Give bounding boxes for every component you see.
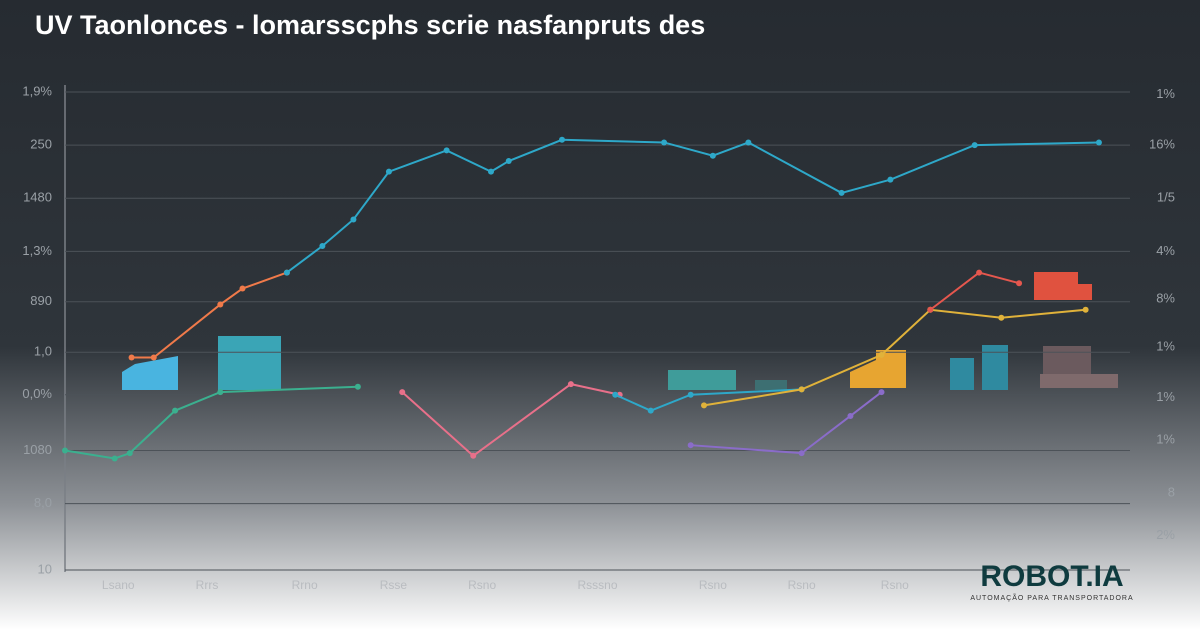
point — [470, 452, 477, 459]
point — [126, 450, 133, 457]
x-tick-label: Rrno — [292, 578, 318, 592]
point — [443, 147, 450, 154]
y2-tick-label: 8% — [1156, 291, 1175, 306]
point — [887, 176, 894, 183]
point — [283, 269, 290, 276]
truck-icon — [122, 356, 178, 390]
point — [385, 168, 392, 175]
point — [798, 386, 805, 393]
point — [567, 381, 574, 388]
line — [614, 388, 802, 412]
point — [1082, 306, 1089, 313]
point — [399, 389, 406, 396]
point — [111, 455, 118, 462]
y-tick-label: 890 — [30, 293, 52, 308]
y-tick-label: 1080 — [23, 442, 52, 457]
point — [505, 158, 512, 165]
point — [878, 351, 885, 358]
x-tick-label: Rsno — [788, 578, 816, 592]
point — [798, 450, 805, 457]
point — [661, 139, 668, 146]
point — [838, 189, 845, 196]
point — [687, 391, 694, 398]
decorations — [122, 272, 1118, 390]
truck-icon — [1040, 374, 1118, 388]
point — [150, 354, 157, 361]
point — [319, 243, 326, 250]
truck-icon — [755, 380, 787, 390]
point — [488, 168, 494, 175]
y2-tick-label: 1% — [1156, 431, 1175, 446]
y-tick-label: 1480 — [23, 190, 52, 205]
logo-name: ROBOT.IA — [980, 560, 1123, 593]
box — [950, 358, 974, 390]
point — [1095, 139, 1102, 146]
point — [927, 306, 934, 313]
point — [62, 447, 68, 454]
point — [878, 389, 885, 396]
y2-tick-label: 1% — [1156, 389, 1175, 404]
x-tick-label: Lsano — [102, 578, 135, 592]
truck-icon — [1076, 284, 1092, 300]
point — [701, 402, 707, 409]
truck-icon — [850, 350, 906, 388]
box — [218, 336, 281, 390]
point — [976, 269, 983, 276]
y2-tick-label: 1% — [1156, 86, 1175, 101]
point — [354, 383, 361, 390]
y-tick-label: 10 — [38, 561, 52, 576]
point — [612, 391, 619, 398]
point — [847, 412, 854, 419]
point — [128, 354, 135, 361]
x-tick-label: Rsse — [380, 578, 408, 592]
y2-tick-label: 1/5 — [1157, 190, 1175, 205]
logo-tagline: AUTOMAÇÃO PARA TRANSPORTADORA — [970, 593, 1133, 602]
y2-tick-label: 16% — [1149, 137, 1175, 152]
point — [647, 407, 654, 414]
y-tick-label: 250 — [30, 137, 52, 152]
truck-icon — [1034, 272, 1078, 300]
point — [745, 139, 752, 146]
point — [709, 152, 716, 159]
y2-tick-label: 4% — [1156, 243, 1175, 258]
line — [690, 391, 883, 455]
point — [217, 301, 224, 308]
point — [239, 285, 246, 292]
y-tick-label: 0,0% — [22, 386, 52, 401]
y-tick-label: 1,9% — [22, 83, 52, 98]
line — [703, 308, 1086, 407]
y2-tick-label: 1% — [1156, 338, 1175, 353]
point — [1016, 280, 1023, 287]
x-tick-label: Rsno — [699, 578, 727, 592]
point — [998, 314, 1005, 321]
point — [559, 136, 565, 143]
y-tick-label: 8,0 — [34, 495, 52, 510]
logo: ROBOT.IA AUTOMAÇÃO PARA TRANSPORTADORA — [970, 560, 1133, 602]
x-tick-label: Rsssno — [577, 578, 617, 592]
x-tick-label: Rsno — [881, 578, 909, 592]
point — [687, 442, 694, 449]
point — [172, 407, 179, 414]
line — [64, 385, 358, 460]
y2-tick-label: 8 — [1168, 484, 1175, 499]
x-tick-label: Rsno — [468, 578, 496, 592]
y-tick-label: 1,0 — [34, 344, 52, 359]
plot-area: 10 8,0 1080 0,0% 1,0 890 1,3% 1480 250 1,9% 2% 8 1% 1… — [22, 83, 1175, 592]
y-tick-label: 1,3% — [22, 243, 52, 258]
x-tick-label: Rrrs — [196, 578, 219, 592]
y2-tick-label: 2% — [1156, 527, 1175, 542]
point — [217, 389, 224, 396]
point — [350, 216, 357, 223]
truck-icon — [668, 370, 736, 390]
chart-title: UV Taonlonces - lomarsscphs sсrie nasfan… — [35, 10, 705, 40]
point — [971, 142, 978, 149]
line — [401, 383, 620, 458]
